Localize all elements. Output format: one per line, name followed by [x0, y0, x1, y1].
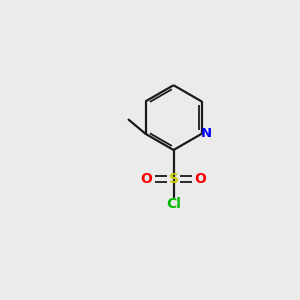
- Text: O: O: [140, 172, 152, 186]
- Text: N: N: [200, 127, 211, 140]
- Text: Cl: Cl: [166, 197, 181, 211]
- Text: O: O: [195, 172, 207, 186]
- Text: S: S: [169, 172, 178, 186]
